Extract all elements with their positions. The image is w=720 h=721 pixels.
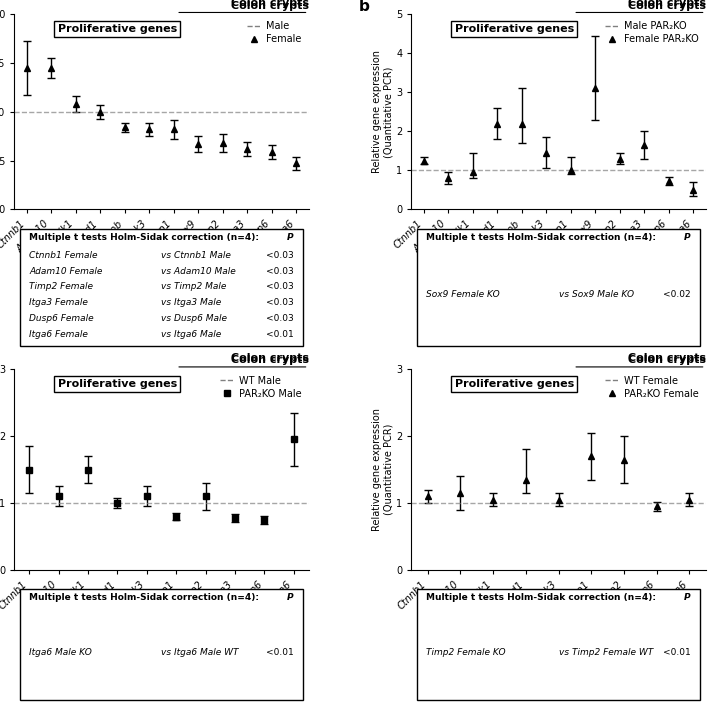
Legend: Male PAR₂KO, Female PAR₂KO: Male PAR₂KO, Female PAR₂KO — [603, 19, 701, 46]
Text: P: P — [684, 593, 691, 602]
Text: b: b — [359, 0, 369, 14]
Text: Proliferative genes: Proliferative genes — [455, 25, 574, 34]
Text: Adam10 Female: Adam10 Female — [29, 267, 102, 275]
Text: Multiple t tests Holm-Sidak correction (n=4):: Multiple t tests Holm-Sidak correction (… — [426, 593, 656, 602]
FancyBboxPatch shape — [20, 589, 302, 700]
Text: Multiple t tests Holm-Sidak correction (n=4):: Multiple t tests Holm-Sidak correction (… — [29, 593, 259, 602]
Legend: WT Male, PAR₂KO Male: WT Male, PAR₂KO Male — [217, 373, 304, 401]
Text: <0.01: <0.01 — [663, 648, 691, 657]
Text: Colon crypts: Colon crypts — [628, 0, 706, 8]
Text: Proliferative genes: Proliferative genes — [58, 379, 177, 389]
Legend: WT Female, PAR₂KO Female: WT Female, PAR₂KO Female — [603, 373, 701, 401]
FancyBboxPatch shape — [20, 229, 302, 345]
Text: <0.03: <0.03 — [266, 283, 294, 291]
Y-axis label: Relative gene expression
(Quantitative PCR): Relative gene expression (Quantitative P… — [372, 408, 393, 531]
FancyBboxPatch shape — [418, 589, 700, 700]
Text: Colon crypts: Colon crypts — [230, 355, 309, 365]
Text: <0.03: <0.03 — [266, 251, 294, 260]
Text: Multiple t tests Holm-Sidak correction (n=4):: Multiple t tests Holm-Sidak correction (… — [426, 233, 656, 242]
Text: P: P — [287, 233, 294, 242]
Text: Timp2 Female KO: Timp2 Female KO — [426, 648, 506, 657]
Text: Multiple t tests Holm-Sidak correction (n=4):: Multiple t tests Holm-Sidak correction (… — [29, 233, 259, 242]
Text: Colon crypts: Colon crypts — [230, 353, 309, 363]
Text: <0.03: <0.03 — [266, 298, 294, 307]
Y-axis label: Relative gene expression
(Quantitative PCR): Relative gene expression (Quantitative P… — [372, 50, 393, 173]
Text: Proliferative genes: Proliferative genes — [58, 25, 177, 34]
Text: vs Itga6 Male WT: vs Itga6 Male WT — [161, 648, 239, 657]
Text: <0.01: <0.01 — [266, 648, 294, 657]
Text: Timp2 Female: Timp2 Female — [29, 283, 93, 291]
Text: Itga6 Female: Itga6 Female — [29, 329, 88, 339]
Text: P: P — [287, 593, 294, 602]
Text: Sox9 Female KO: Sox9 Female KO — [426, 291, 500, 299]
Text: Colon crypts: Colon crypts — [628, 355, 706, 365]
Text: vs Dusp6 Male: vs Dusp6 Male — [161, 314, 228, 323]
Text: vs Adam10 Male: vs Adam10 Male — [161, 267, 236, 275]
Text: Ctnnb1 Female: Ctnnb1 Female — [29, 251, 98, 260]
Text: vs Sox9 Male KO: vs Sox9 Male KO — [559, 291, 634, 299]
FancyBboxPatch shape — [418, 229, 700, 345]
Text: <0.01: <0.01 — [266, 329, 294, 339]
Text: Colon crypts: Colon crypts — [230, 1, 309, 11]
Text: Proliferative genes: Proliferative genes — [455, 379, 574, 389]
Text: vs Itga6 Male: vs Itga6 Male — [161, 329, 222, 339]
Legend: Male, Female: Male, Female — [245, 19, 304, 46]
Text: <0.03: <0.03 — [266, 267, 294, 275]
Text: vs Ctnnb1 Male: vs Ctnnb1 Male — [161, 251, 231, 260]
Text: P: P — [684, 233, 691, 242]
Text: Colon crypts: Colon crypts — [230, 0, 309, 8]
Text: vs Timp2 Male: vs Timp2 Male — [161, 283, 227, 291]
Text: vs Timp2 Female WT: vs Timp2 Female WT — [559, 648, 653, 657]
Text: Colon crypts: Colon crypts — [628, 353, 706, 363]
Text: Colon crypts: Colon crypts — [628, 1, 706, 11]
Text: <0.03: <0.03 — [266, 314, 294, 323]
Text: <0.02: <0.02 — [663, 291, 691, 299]
Text: Dusp6 Female: Dusp6 Female — [29, 314, 94, 323]
Text: vs Itga3 Male: vs Itga3 Male — [161, 298, 222, 307]
Text: Itga6 Male KO: Itga6 Male KO — [29, 648, 92, 657]
Text: Itga3 Female: Itga3 Female — [29, 298, 88, 307]
